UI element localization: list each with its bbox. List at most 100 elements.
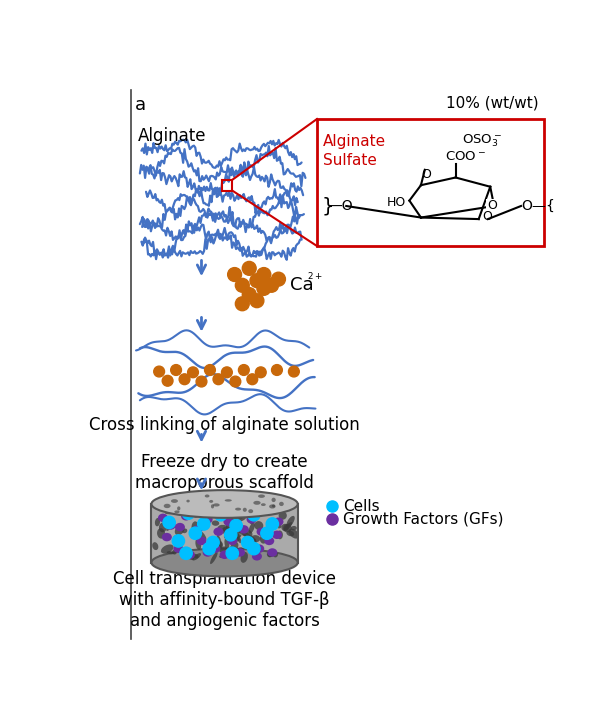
Ellipse shape (172, 549, 177, 554)
Circle shape (271, 272, 286, 286)
Ellipse shape (192, 521, 200, 535)
Ellipse shape (269, 505, 276, 508)
Text: Cell transplantation device
with affinity-bound TGF-β
and angiogenic factors: Cell transplantation device with affinit… (113, 570, 336, 630)
Circle shape (171, 365, 182, 375)
Ellipse shape (196, 536, 206, 545)
Ellipse shape (222, 527, 230, 533)
Text: a: a (135, 96, 146, 114)
Circle shape (235, 297, 249, 310)
Ellipse shape (157, 529, 165, 539)
Circle shape (162, 375, 173, 386)
Ellipse shape (227, 516, 238, 526)
Ellipse shape (239, 525, 249, 534)
Circle shape (230, 519, 243, 531)
Ellipse shape (174, 510, 180, 513)
Ellipse shape (181, 512, 191, 521)
Circle shape (182, 507, 195, 519)
Circle shape (196, 376, 207, 387)
Ellipse shape (167, 551, 174, 554)
Ellipse shape (287, 516, 295, 527)
Ellipse shape (152, 490, 298, 518)
Ellipse shape (185, 551, 195, 559)
Ellipse shape (184, 513, 190, 518)
Circle shape (180, 547, 192, 560)
Text: COO$^-$: COO$^-$ (445, 149, 486, 162)
Ellipse shape (203, 515, 212, 523)
Ellipse shape (281, 523, 289, 531)
Circle shape (230, 376, 241, 387)
Circle shape (266, 518, 279, 530)
Ellipse shape (248, 509, 253, 513)
Ellipse shape (222, 516, 228, 521)
Ellipse shape (241, 504, 254, 508)
Ellipse shape (291, 526, 297, 531)
Circle shape (222, 367, 232, 378)
Ellipse shape (261, 529, 269, 538)
Ellipse shape (257, 528, 266, 536)
Ellipse shape (271, 497, 276, 502)
Ellipse shape (235, 548, 245, 557)
Ellipse shape (258, 495, 265, 498)
Text: Cross linking of alginate solution: Cross linking of alginate solution (89, 416, 360, 434)
Ellipse shape (254, 544, 264, 553)
Ellipse shape (286, 531, 294, 536)
Ellipse shape (254, 521, 263, 530)
Ellipse shape (225, 538, 229, 550)
Circle shape (228, 268, 241, 282)
Ellipse shape (260, 533, 268, 544)
Circle shape (203, 542, 216, 554)
Ellipse shape (214, 528, 223, 536)
Ellipse shape (175, 525, 184, 535)
Ellipse shape (276, 523, 282, 529)
Circle shape (247, 508, 260, 521)
Ellipse shape (233, 526, 241, 534)
Ellipse shape (277, 531, 283, 539)
Circle shape (241, 536, 254, 549)
Circle shape (179, 374, 190, 385)
Ellipse shape (155, 518, 160, 526)
Ellipse shape (230, 542, 238, 552)
Ellipse shape (235, 508, 241, 510)
Ellipse shape (235, 515, 246, 522)
Ellipse shape (231, 534, 241, 539)
Ellipse shape (241, 552, 248, 563)
Ellipse shape (223, 518, 233, 526)
Text: Alginate: Alginate (138, 126, 207, 144)
Ellipse shape (195, 539, 201, 549)
Text: Growth Factors (GFs): Growth Factors (GFs) (343, 512, 503, 527)
Ellipse shape (235, 537, 240, 542)
Circle shape (226, 547, 238, 560)
Ellipse shape (210, 540, 221, 547)
Ellipse shape (272, 531, 282, 539)
Text: Cells: Cells (343, 499, 380, 514)
Ellipse shape (251, 535, 260, 542)
Ellipse shape (204, 495, 209, 497)
Ellipse shape (273, 552, 278, 557)
Ellipse shape (212, 521, 219, 526)
Ellipse shape (226, 520, 236, 529)
Circle shape (188, 367, 198, 378)
Ellipse shape (195, 501, 198, 515)
Ellipse shape (191, 531, 201, 540)
Circle shape (243, 261, 256, 275)
Ellipse shape (249, 523, 255, 534)
Circle shape (189, 527, 201, 539)
Text: Freeze dry to create
macroporous scaffold: Freeze dry to create macroporous scaffol… (135, 453, 314, 492)
Ellipse shape (238, 508, 245, 519)
Ellipse shape (173, 544, 184, 553)
Ellipse shape (247, 538, 253, 549)
Ellipse shape (249, 510, 255, 517)
Circle shape (213, 374, 224, 385)
Ellipse shape (199, 521, 206, 529)
Ellipse shape (203, 510, 212, 523)
Ellipse shape (202, 508, 207, 514)
Ellipse shape (165, 510, 179, 514)
Circle shape (207, 536, 219, 549)
Ellipse shape (152, 549, 298, 576)
Circle shape (250, 274, 264, 287)
Ellipse shape (152, 542, 158, 550)
Circle shape (163, 516, 176, 529)
Ellipse shape (267, 552, 273, 557)
Ellipse shape (173, 536, 180, 542)
Ellipse shape (210, 552, 217, 564)
